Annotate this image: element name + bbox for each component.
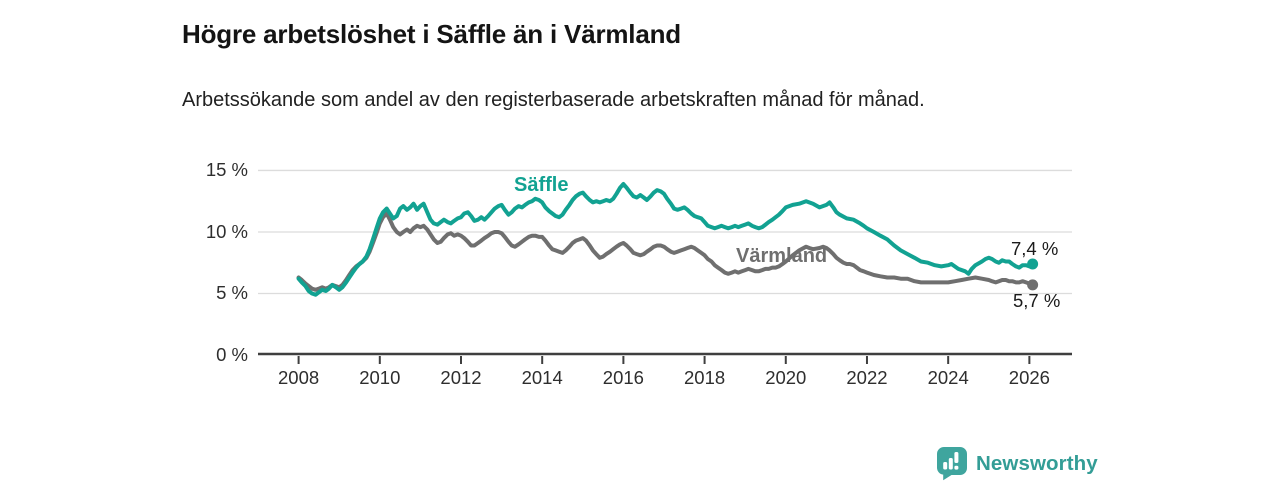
y-tick-label: 10 % [205, 220, 248, 242]
plot-area [258, 160, 1072, 366]
newsworthy-logo-icon [937, 447, 967, 481]
x-tick-label: 2024 [927, 367, 969, 388]
x-tick-label: 2008 [278, 367, 320, 388]
series-label-saffle: Säffle [514, 174, 569, 196]
x-tick-label: 2018 [684, 367, 726, 388]
series-line-säffle [296, 182, 1035, 297]
x-tick-label: 2020 [765, 367, 807, 388]
chart-subtitle: Arbetssökande som andel av den registerb… [182, 89, 925, 111]
x-tick-label: 2016 [602, 367, 644, 388]
x-tick-label: 2026 [1008, 367, 1050, 388]
newsworthy-logo: Newsworthy [936, 446, 1098, 481]
end-value-label-saffle: 7,4 % [1011, 238, 1059, 259]
x-tick-label: 2012 [440, 367, 482, 388]
y-tick-label: 5 % [216, 282, 248, 304]
x-tick-label: 2022 [846, 367, 888, 388]
chart-title: Högre arbetslöshet i Säffle än i Värmlan… [182, 19, 681, 50]
brand-name: Newsworthy [976, 451, 1098, 475]
line-chart-svg [258, 169, 1072, 364]
series-end-dot-säffle [1027, 258, 1039, 270]
y-tick-label: 15 % [205, 159, 248, 181]
series-label-varmland: Värmland [736, 245, 828, 267]
series-end-dot-värmland [1027, 279, 1039, 291]
end-value-label-varmland: 5,7 % [1013, 290, 1061, 311]
series-line-värmland [296, 211, 1035, 292]
x-tick-label: 2014 [521, 367, 563, 388]
x-tick-label: 2010 [359, 367, 401, 388]
y-tick-label: 0 % [216, 344, 248, 365]
